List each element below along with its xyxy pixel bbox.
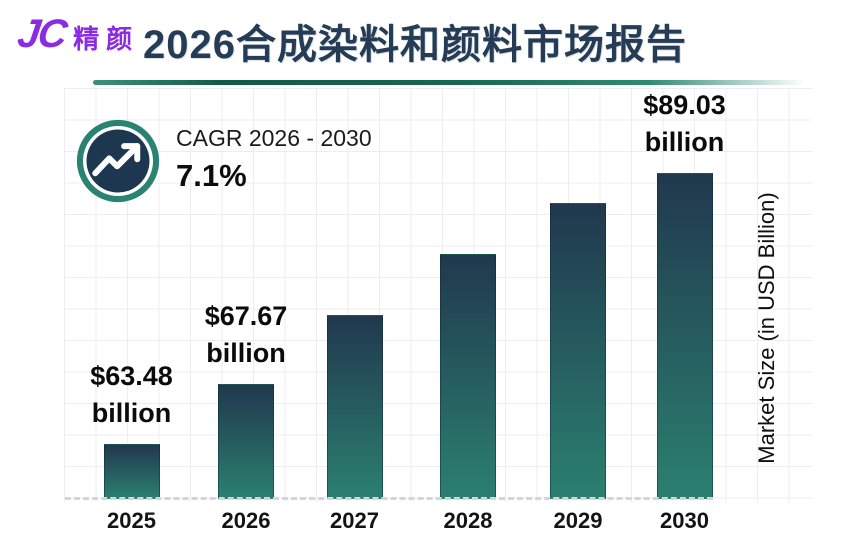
value-amount: $63.48 bbox=[90, 361, 173, 391]
bar-2025 bbox=[103, 444, 160, 499]
trend-up-icon bbox=[76, 119, 160, 203]
page-title: 2026合成染料和颜料市场报告 bbox=[143, 23, 687, 67]
bar-2026 bbox=[218, 384, 274, 499]
x-axis-labels: 2025 2026 2027 2028 2029 2030 bbox=[65, 508, 812, 538]
bar-2027 bbox=[326, 315, 383, 499]
value-amount: $67.67 bbox=[204, 301, 288, 331]
cagr-text: CAGR 2026 - 2030 7.1% bbox=[176, 119, 372, 203]
value-unit: billion bbox=[206, 338, 286, 368]
jc-logo-mark: JC bbox=[14, 12, 69, 56]
x-tick-2026: 2026 bbox=[221, 508, 271, 533]
cagr-label: CAGR 2026 - 2030 bbox=[176, 125, 372, 151]
x-tick-2028: 2028 bbox=[443, 508, 493, 533]
header-divider bbox=[93, 80, 805, 85]
cagr-value: 7.1% bbox=[176, 158, 247, 193]
value-unit: billion bbox=[91, 398, 172, 428]
value-label-2026: $67.67 billion bbox=[161, 298, 331, 372]
x-tick-2030: 2030 bbox=[660, 508, 709, 533]
y-axis-title: Market Size (in USD Billion) bbox=[754, 192, 779, 464]
bar-2030 bbox=[656, 173, 713, 499]
value-amount: $89.03 bbox=[643, 90, 726, 120]
bar-plot: $63.48 billion $67.67 billion $89.03 billion bbox=[65, 88, 812, 499]
x-tick-2025: 2025 bbox=[107, 508, 156, 533]
bar-2029 bbox=[550, 203, 606, 499]
logo-text: 精颜 bbox=[73, 24, 140, 55]
x-tick-2027: 2027 bbox=[330, 508, 379, 533]
cagr-badge: CAGR 2026 - 2030 7.1% bbox=[76, 119, 372, 203]
value-unit: billion bbox=[644, 127, 725, 157]
brand-logo: JC 精颜 bbox=[14, 12, 140, 56]
x-tick-2029: 2029 bbox=[553, 508, 603, 533]
axis-baseline bbox=[65, 497, 713, 500]
value-label-2025: $63.48 billion bbox=[47, 358, 217, 432]
bar-2028 bbox=[440, 254, 496, 499]
value-label-2030: $89.03 billion bbox=[600, 87, 770, 161]
